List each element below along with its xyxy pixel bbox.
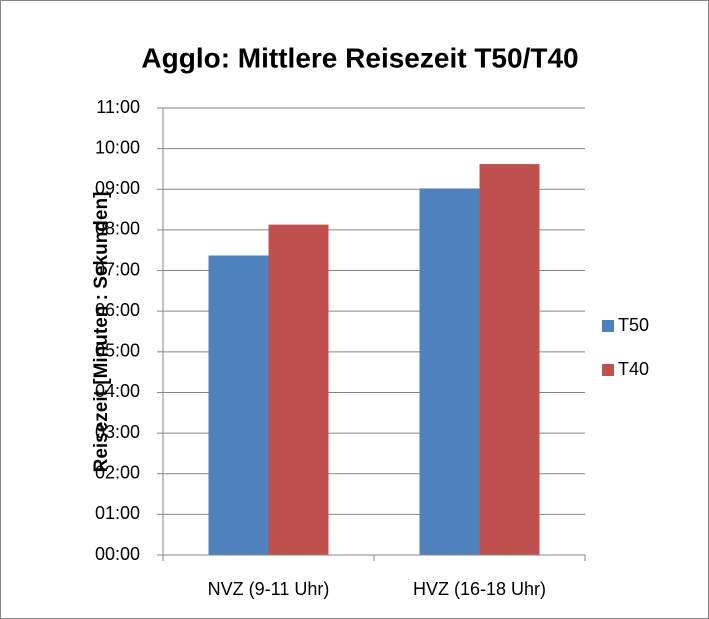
y-tick-label: 05:00 — [95, 341, 140, 361]
y-tick-label: 01:00 — [95, 503, 140, 523]
y-tick-label: 03:00 — [95, 422, 140, 442]
y-axis-label: Reisezeit [Minuten : Sekunden] — [91, 192, 112, 473]
y-tick-label: 08:00 — [95, 219, 140, 239]
y-tick-label: 10:00 — [95, 137, 140, 157]
y-tick-label: 07:00 — [95, 259, 140, 279]
bar — [479, 164, 540, 555]
legend-swatch — [602, 364, 614, 376]
y-tick-label: 04:00 — [95, 381, 140, 401]
bar — [419, 188, 480, 555]
legend-label: T40 — [618, 359, 649, 379]
legend-swatch — [602, 320, 614, 332]
x-tick-label: NVZ (9-11 Uhr) — [208, 579, 330, 599]
bar — [268, 224, 329, 556]
y-tick-label: 09:00 — [95, 178, 140, 198]
y-tick-label: 02:00 — [95, 462, 140, 482]
legend-label: T50 — [618, 315, 649, 335]
x-tick-label: HVZ (16-18 Uhr) — [413, 579, 546, 599]
bar — [208, 255, 269, 555]
y-tick-label: 06:00 — [95, 300, 140, 320]
y-tick-label: 11:00 — [96, 97, 140, 117]
y-tick-label: 00:00 — [95, 544, 140, 564]
chart-title: Agglo: Mittlere Reisezeit T50/T40 — [141, 42, 578, 73]
